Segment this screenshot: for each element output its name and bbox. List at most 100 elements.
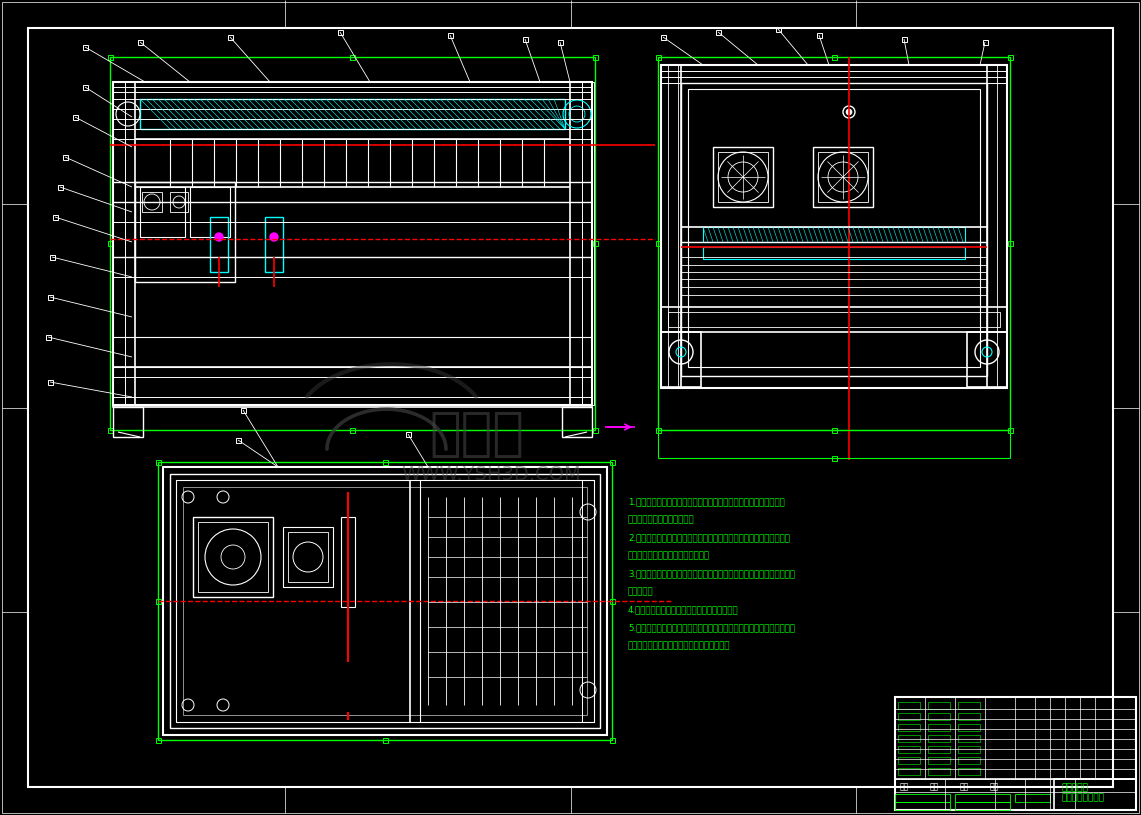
- Bar: [832, 428, 836, 433]
- Bar: [113, 377, 592, 397]
- Bar: [667, 65, 678, 388]
- Bar: [928, 702, 950, 709]
- Text: 2.零件在装配前必须清理和清洗干净，不得有毛刺、飞边、氧化皮、锈: 2.零件在装配前必须清理和清洗干净，不得有毛刺、飞边、氧化皮、锈: [628, 533, 790, 542]
- Bar: [592, 428, 598, 433]
- Bar: [199, 522, 268, 592]
- Bar: [667, 312, 1000, 327]
- Bar: [655, 240, 661, 245]
- Bar: [982, 39, 987, 45]
- Circle shape: [270, 233, 278, 241]
- Bar: [558, 39, 563, 45]
- Bar: [338, 29, 342, 34]
- Bar: [382, 460, 388, 465]
- Bar: [241, 408, 245, 412]
- Bar: [176, 480, 594, 722]
- Bar: [113, 82, 135, 405]
- Bar: [958, 757, 980, 764]
- Bar: [658, 57, 1010, 430]
- Bar: [928, 735, 950, 742]
- Bar: [52, 214, 57, 219]
- Bar: [958, 768, 980, 775]
- Bar: [82, 85, 88, 90]
- Bar: [341, 517, 355, 607]
- Bar: [958, 702, 980, 709]
- Bar: [46, 334, 50, 340]
- Bar: [703, 247, 965, 259]
- Bar: [968, 332, 1008, 387]
- Bar: [57, 184, 63, 190]
- Text: 茄科嫁接机
秧苗真叶去除装置: 茄科嫁接机 秧苗真叶去除装置: [1061, 783, 1104, 803]
- Bar: [582, 480, 594, 722]
- Bar: [170, 474, 600, 728]
- Bar: [1008, 55, 1012, 59]
- Bar: [210, 217, 228, 272]
- Bar: [1015, 794, 1050, 802]
- Text: 5.螺钉、螺栓和螺母紧固时，严禁打击或使用不合适的旋具和扳手，紧固: 5.螺钉、螺栓和螺母紧固时，严禁打击或使用不合适的旋具和扳手，紧固: [628, 623, 795, 632]
- Bar: [592, 240, 598, 245]
- Bar: [582, 82, 594, 405]
- Bar: [898, 713, 920, 720]
- Text: 进行复查。: 进行复查。: [628, 587, 654, 596]
- Text: 件数: 件数: [930, 782, 939, 791]
- Text: 蚀、切屑、油污、着色剂和灰尘等。: 蚀、切屑、油污、着色剂和灰尘等。: [628, 551, 710, 560]
- Bar: [655, 428, 661, 433]
- Bar: [82, 45, 88, 50]
- Bar: [1008, 428, 1012, 433]
- Text: 名称: 名称: [960, 782, 969, 791]
- Bar: [107, 428, 113, 433]
- Bar: [688, 89, 980, 367]
- Bar: [140, 99, 565, 129]
- Text: 备注: 备注: [990, 782, 1000, 791]
- Bar: [113, 367, 592, 407]
- Bar: [928, 746, 950, 753]
- Bar: [288, 532, 327, 582]
- Bar: [895, 794, 950, 802]
- Bar: [817, 33, 822, 37]
- Bar: [928, 757, 950, 764]
- Bar: [898, 757, 920, 764]
- Bar: [832, 456, 836, 460]
- Bar: [958, 713, 980, 720]
- Bar: [113, 82, 126, 405]
- Bar: [113, 82, 592, 405]
- Circle shape: [215, 233, 222, 241]
- Bar: [382, 738, 388, 742]
- Text: 3.装配前应对零、部件的主要配合尺寸，特别是过盈配合尺寸及相关精度: 3.装配前应对零、部件的主要配合尺寸，特别是过盈配合尺寸及相关精度: [628, 569, 795, 578]
- Bar: [901, 37, 906, 42]
- Bar: [155, 738, 161, 742]
- Bar: [661, 307, 1008, 332]
- Text: WWW.YSH3D.COM: WWW.YSH3D.COM: [402, 465, 582, 483]
- Bar: [776, 27, 780, 32]
- Bar: [349, 428, 355, 433]
- Text: 4.装配过程中零件不允许磕、碰、划伤和锈蚀。: 4.装配过程中零件不允许磕、碰、划伤和锈蚀。: [628, 605, 738, 614]
- Bar: [958, 724, 980, 731]
- Bar: [155, 460, 161, 465]
- Bar: [661, 332, 701, 387]
- Bar: [235, 438, 241, 443]
- Circle shape: [845, 109, 852, 115]
- Bar: [928, 724, 950, 731]
- Bar: [73, 114, 78, 120]
- Bar: [570, 82, 592, 405]
- Text: 峋双网: 峋双网: [429, 408, 524, 460]
- Text: 部门的合格证方能进行装配。: 部门的合格证方能进行装配。: [628, 515, 695, 524]
- Text: 后螺钉槽、螺母和螺钉、螺栓头部不得损坏。: 后螺钉槽、螺母和螺钉、螺栓头部不得损坏。: [628, 641, 730, 650]
- Bar: [661, 65, 681, 388]
- Bar: [49, 254, 55, 259]
- Bar: [898, 735, 920, 742]
- Bar: [265, 217, 283, 272]
- Bar: [349, 55, 355, 59]
- Text: 1.进入装配的零件及部件（包括外购件、外协件），均必须具有检验: 1.进入装配的零件及部件（包括外购件、外协件），均必须具有检验: [628, 497, 785, 506]
- Bar: [895, 697, 1136, 810]
- Bar: [898, 724, 920, 731]
- Bar: [48, 294, 52, 299]
- Bar: [113, 407, 143, 437]
- Bar: [661, 34, 665, 39]
- Bar: [107, 55, 113, 59]
- Bar: [718, 152, 768, 202]
- Bar: [155, 598, 161, 603]
- Bar: [193, 517, 273, 597]
- Bar: [955, 794, 1010, 802]
- Bar: [107, 240, 113, 245]
- Bar: [814, 147, 873, 207]
